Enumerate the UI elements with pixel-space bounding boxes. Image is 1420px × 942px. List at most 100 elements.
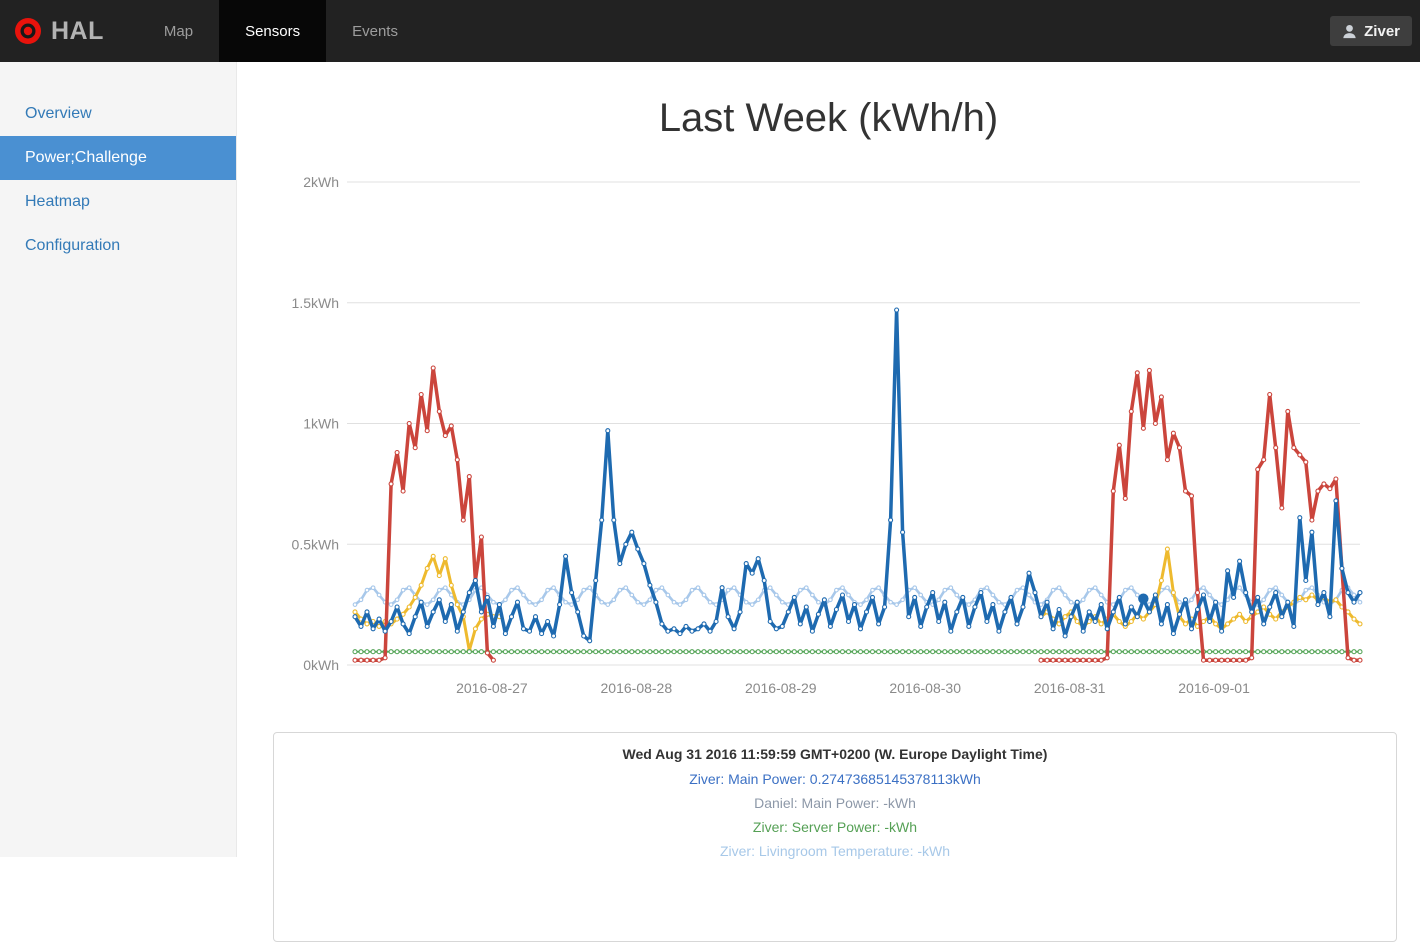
- series-marker: [1345, 655, 1351, 661]
- series-marker: [521, 592, 526, 598]
- sidebar-item-power-challenge[interactable]: Power;Challenge: [0, 136, 236, 180]
- series-marker: [1062, 657, 1068, 663]
- series-marker: [737, 609, 743, 615]
- sidebar-item-overview[interactable]: Overview: [25, 105, 92, 122]
- series-marker: [394, 649, 400, 655]
- series-marker: [1237, 585, 1242, 591]
- y-tick-label: 0kWh: [303, 657, 339, 673]
- series-marker: [803, 585, 809, 591]
- series-marker: [605, 602, 611, 607]
- series-marker: [1219, 649, 1225, 655]
- series-marker: [779, 623, 785, 629]
- series-marker: [707, 649, 713, 655]
- series-marker: [508, 614, 515, 620]
- series-marker: [448, 649, 454, 655]
- series-marker: [364, 649, 370, 655]
- series-marker: [719, 649, 725, 655]
- series-marker: [641, 561, 647, 567]
- series-marker: [821, 649, 827, 655]
- series-marker: [1188, 493, 1195, 499]
- sidebar-item-heatmap[interactable]: Heatmap: [25, 193, 90, 210]
- series-marker: [352, 614, 358, 620]
- user-name: Ziver: [1364, 22, 1400, 40]
- series-marker: [545, 587, 550, 593]
- series-marker: [966, 649, 972, 655]
- series-marker: [394, 604, 400, 610]
- series-marker: [948, 649, 954, 655]
- series-marker: [869, 649, 876, 655]
- series-marker: [833, 606, 839, 613]
- series-marker: [930, 590, 936, 596]
- series-marker: [731, 626, 737, 632]
- series-marker: [593, 577, 599, 584]
- series-marker: [912, 649, 918, 655]
- series-marker: [569, 590, 575, 596]
- series-marker: [725, 649, 731, 655]
- series-marker: [773, 626, 779, 632]
- series-marker: [743, 599, 749, 605]
- series-marker: [1339, 565, 1345, 571]
- series-marker: [484, 650, 490, 656]
- series-marker: [424, 649, 430, 655]
- brand[interactable]: HAL: [0, 0, 126, 62]
- series-marker: [1285, 599, 1291, 605]
- series-marker: [502, 631, 508, 637]
- series-marker: [797, 621, 803, 627]
- power-chart[interactable]: 0kWh 0.5kWh 1kWh 1.5kWh 2kWh 2016-08-27 2016-0…: [237, 157, 1420, 717]
- series-marker: [1134, 614, 1140, 620]
- series-marker: [623, 541, 629, 547]
- series-marker: [370, 585, 376, 591]
- series-marker: [1261, 621, 1267, 627]
- nav-item-events[interactable]: Events: [352, 22, 398, 40]
- series-marker: [1194, 606, 1201, 613]
- series-marker: [1110, 609, 1116, 615]
- series-marker: [942, 599, 948, 605]
- series-marker: [430, 597, 436, 603]
- sidebar-item-configuration[interactable]: Configuration: [25, 237, 121, 254]
- series-marker: [629, 592, 635, 598]
- series-marker: [1038, 657, 1044, 663]
- series-marker: [966, 602, 972, 607]
- nav-item-sensors[interactable]: Sensors: [219, 0, 327, 62]
- series-marker: [1303, 587, 1309, 593]
- series-marker: [972, 604, 978, 610]
- series-marker: [1291, 649, 1297, 655]
- series-marker: [846, 592, 851, 598]
- series-marker: [882, 649, 888, 655]
- series-marker: [990, 602, 996, 608]
- series-marker: [490, 623, 496, 629]
- series-marker: [845, 618, 852, 625]
- series-marker: [1092, 585, 1098, 591]
- series-marker: [1309, 585, 1315, 591]
- series-marker: [466, 474, 472, 480]
- series-marker: [1068, 614, 1074, 620]
- highlighted-point: [1138, 593, 1149, 604]
- legend-date: Wed Aug 31 2016 11:59:59 GMT+0200 (W. Eu…: [622, 746, 1048, 762]
- series-marker: [906, 614, 912, 620]
- legend-row: Ziver: Server Power: -kWh: [752, 819, 918, 835]
- series-marker: [1128, 649, 1134, 655]
- x-tick-label: 2016-08-30: [889, 680, 961, 696]
- series-marker: [1261, 649, 1267, 655]
- series-marker: [1050, 657, 1056, 663]
- series-marker: [1327, 486, 1333, 492]
- series-marker: [665, 649, 671, 655]
- series-marker: [1080, 628, 1086, 634]
- series-marker: [677, 602, 683, 607]
- series-marker: [1194, 590, 1201, 596]
- series-marker: [1026, 570, 1032, 576]
- series-marker: [785, 609, 791, 615]
- series-marker: [834, 587, 839, 593]
- series-marker: [490, 657, 496, 663]
- series-marker: [532, 614, 539, 620]
- series-marker: [1062, 649, 1068, 655]
- series-marker: [1050, 626, 1056, 632]
- series-marker: [1176, 649, 1183, 655]
- series-marker: [1128, 408, 1134, 414]
- series-marker: [882, 604, 888, 610]
- nav-item-map[interactable]: Map: [163, 22, 194, 40]
- series-marker: [418, 582, 424, 588]
- series-marker: [1050, 587, 1056, 593]
- user-menu[interactable]: Ziver: [1330, 16, 1412, 46]
- series-marker: [1261, 597, 1267, 603]
